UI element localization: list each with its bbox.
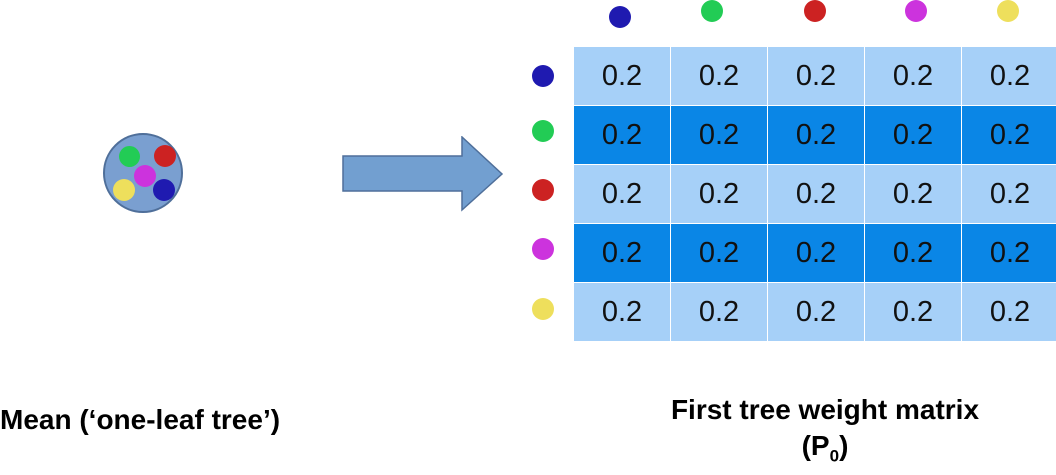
right-arrow-icon xyxy=(342,136,504,212)
matrix-cell: 0.2 xyxy=(574,224,671,283)
matrix-row: 0.2 0.2 0.2 0.2 0.2 xyxy=(574,165,1056,224)
matrix-caption-title: First tree weight matrix xyxy=(620,392,1030,428)
matrix-cell: 0.2 xyxy=(671,47,768,106)
matrix-cell: 0.2 xyxy=(574,283,671,342)
matrix-cell: 0.2 xyxy=(671,283,768,342)
matrix-cell: 0.2 xyxy=(768,47,865,106)
row-magenta-dot-icon xyxy=(532,238,554,260)
green-dot-icon xyxy=(119,146,140,167)
column-green-dot-icon xyxy=(701,0,723,22)
column-yellow-dot-icon xyxy=(997,0,1019,22)
matrix-cell: 0.2 xyxy=(962,165,1056,224)
matrix-cell: 0.2 xyxy=(574,106,671,165)
row-green-dot-icon xyxy=(532,120,554,142)
matrix-row: 0.2 0.2 0.2 0.2 0.2 xyxy=(574,283,1056,342)
matrix-cell: 0.2 xyxy=(962,106,1056,165)
matrix-cell: 0.2 xyxy=(962,224,1056,283)
matrix-cell: 0.2 xyxy=(768,283,865,342)
matrix-row: 0.2 0.2 0.2 0.2 0.2 xyxy=(574,106,1056,165)
one-leaf-tree-node xyxy=(103,133,183,213)
matrix-cell: 0.2 xyxy=(671,165,768,224)
matrix-cell: 0.2 xyxy=(865,106,962,165)
matrix-cell: 0.2 xyxy=(865,47,962,106)
weight-matrix: 0.2 0.2 0.2 0.2 0.2 0.2 0.2 0.2 0.2 0.2 … xyxy=(573,46,1056,342)
matrix-cell: 0.2 xyxy=(574,47,671,106)
matrix-caption-subscript: 0 xyxy=(830,447,839,466)
column-red-dot-icon xyxy=(804,0,826,22)
matrix-cell: 0.2 xyxy=(768,106,865,165)
matrix-cell: 0.2 xyxy=(671,106,768,165)
column-magenta-dot-icon xyxy=(905,0,927,22)
mean-caption: Mean (‘one-leaf tree’) xyxy=(0,404,280,436)
matrix-row: 0.2 0.2 0.2 0.2 0.2 xyxy=(574,47,1056,106)
matrix-cell: 0.2 xyxy=(574,165,671,224)
column-navy-dot-icon xyxy=(609,6,631,28)
matrix-cell: 0.2 xyxy=(768,224,865,283)
magenta-dot-icon xyxy=(134,165,156,187)
row-navy-dot-icon xyxy=(532,65,554,87)
red-dot-icon xyxy=(154,145,176,167)
matrix-caption-close: ) xyxy=(839,430,848,461)
matrix-caption-symbol: (P0) xyxy=(620,428,1030,475)
matrix-row: 0.2 0.2 0.2 0.2 0.2 xyxy=(574,224,1056,283)
matrix-cell: 0.2 xyxy=(962,283,1056,342)
yellow-dot-icon xyxy=(113,179,135,201)
matrix-caption: First tree weight matrix (P0) xyxy=(620,392,1030,475)
navy-dot-icon xyxy=(153,179,175,201)
matrix-cell: 0.2 xyxy=(671,224,768,283)
matrix-cell: 0.2 xyxy=(768,165,865,224)
matrix-cell: 0.2 xyxy=(865,224,962,283)
matrix-caption-open: (P xyxy=(802,430,830,461)
matrix-cell: 0.2 xyxy=(865,165,962,224)
matrix-cell: 0.2 xyxy=(865,283,962,342)
row-red-dot-icon xyxy=(532,179,554,201)
matrix-cell: 0.2 xyxy=(962,47,1056,106)
row-yellow-dot-icon xyxy=(532,298,554,320)
